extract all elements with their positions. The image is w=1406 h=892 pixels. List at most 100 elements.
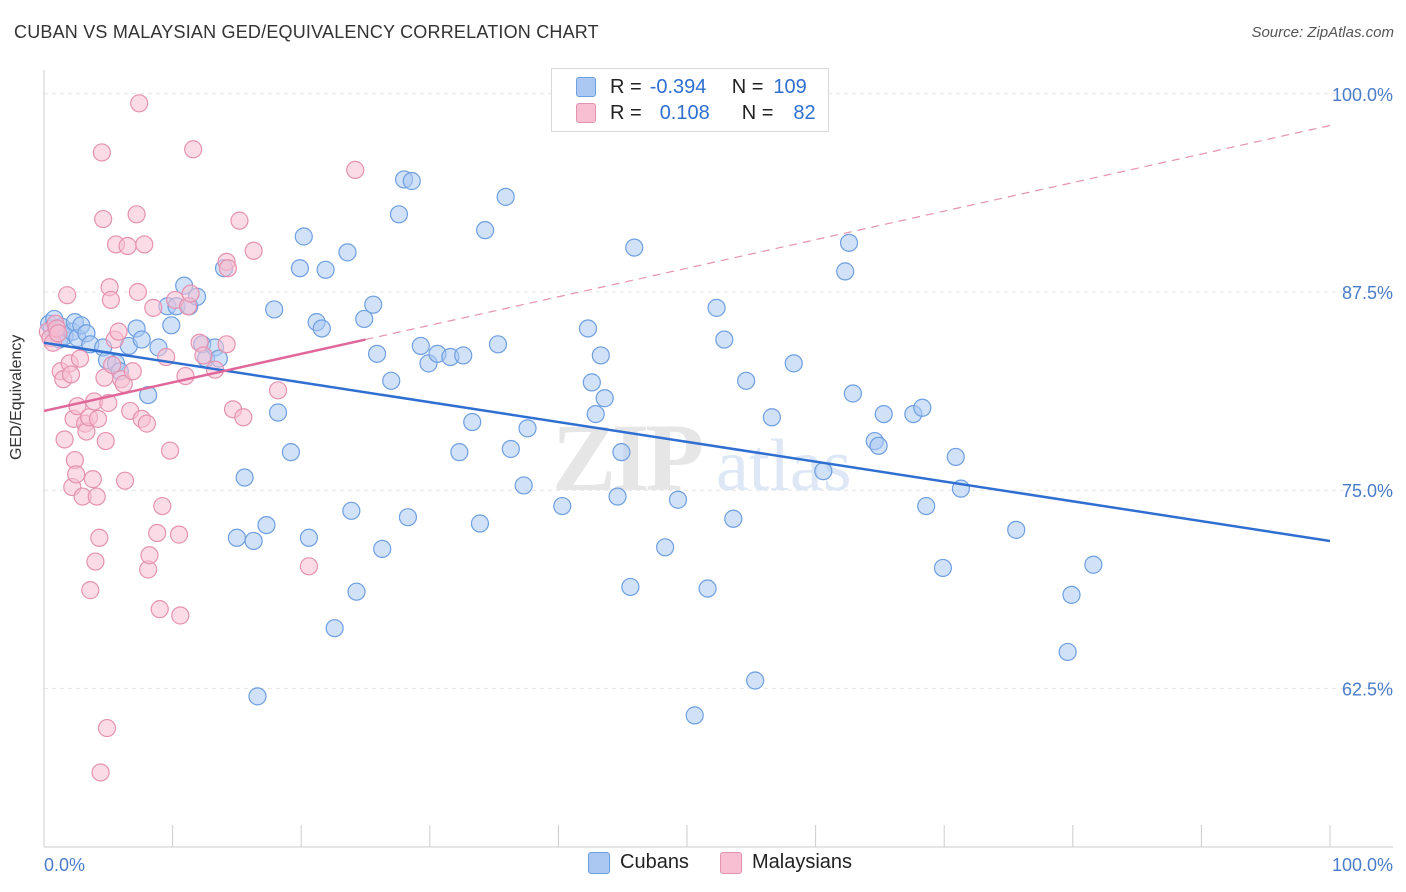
trend-lines — [43, 124, 1331, 543]
malaysians-point — [123, 362, 142, 381]
legend-row-cubans: R = -0.394 N = 109 — [576, 74, 807, 100]
malaysians-point — [101, 290, 120, 310]
watermark-atlas: atlas — [716, 425, 852, 507]
malaysians-point — [96, 431, 115, 451]
cubans-point — [707, 298, 726, 317]
malaysians-trend-dashed — [365, 124, 1331, 341]
bottom-legend-cubans: Cubans — [588, 851, 689, 874]
cubans-point — [608, 487, 627, 506]
malaysians-trend-solid — [43, 338, 366, 413]
tick-labels: 100.0% 87.5% 75.0% 62.5% 0.0% 100.0% — [44, 85, 1393, 875]
legend-r-label: R = — [610, 101, 642, 124]
cubans-point — [685, 706, 704, 725]
cubans-point — [281, 443, 301, 462]
legend-n-value: 109 — [773, 75, 807, 98]
malaysians-point — [217, 335, 236, 354]
malaysians-point — [194, 346, 213, 365]
cubans-point — [762, 408, 781, 427]
cubans-point — [338, 243, 357, 262]
legend-r-value: 0.108 — [659, 101, 710, 124]
cubans-point — [389, 205, 409, 224]
malaysians-point — [115, 471, 135, 490]
malaysians-point — [87, 487, 106, 506]
cubans-point — [724, 509, 743, 528]
cubans-point — [299, 528, 319, 547]
malaysians-point — [135, 235, 154, 254]
cubans-point — [268, 403, 288, 422]
cubans-point — [582, 373, 601, 392]
cubans-point — [518, 419, 537, 438]
malaysians-point — [144, 298, 163, 317]
malaysians-point — [244, 241, 263, 260]
malaysians-point — [91, 763, 110, 782]
cubans-trend-solid — [43, 341, 1331, 543]
malaysians-point — [218, 259, 237, 278]
cubans-point — [668, 490, 688, 509]
cubans-point — [364, 295, 383, 314]
cubans-point — [325, 619, 344, 638]
y-tick-label: 100.0% — [1332, 85, 1393, 105]
cubans-point — [463, 412, 482, 432]
cubans-point — [132, 330, 151, 349]
cubans-point — [312, 319, 331, 338]
x-tick-label: 0.0% — [44, 855, 85, 875]
cubans-point — [227, 528, 246, 547]
source-label: Source: ZipAtlas.com — [1251, 24, 1394, 41]
malaysians-point — [299, 557, 319, 576]
chart-title: CUBAN VS MALAYSIAN GED/EQUIVALENCY CORRE… — [14, 22, 599, 42]
malaysians-point — [118, 236, 137, 256]
legend-row-malaysians: R = 0.108 N = 82 — [576, 100, 816, 126]
malaysians-point — [94, 209, 113, 229]
cubans-point — [869, 436, 888, 455]
malaysians-point — [184, 140, 203, 159]
cubans-point — [612, 443, 631, 462]
malaysians-point — [92, 143, 111, 162]
legend-swatch-malaysians — [576, 103, 596, 123]
malaysians-point — [109, 322, 128, 341]
malaysians-point — [86, 552, 105, 571]
cubans-point — [402, 171, 421, 191]
malaysians-point — [150, 600, 169, 619]
malaysians-point — [169, 525, 189, 544]
cubans-point — [913, 398, 932, 417]
malaysians-point — [230, 211, 249, 230]
legend-n-value: 82 — [793, 101, 816, 124]
malaysians-point — [137, 414, 156, 433]
cubans-point — [933, 558, 953, 578]
cubans-point — [316, 260, 335, 279]
legend-n-label: N = — [741, 101, 774, 124]
scatter-points — [38, 94, 1103, 782]
cubans-point — [656, 538, 675, 557]
cubans-point — [367, 344, 387, 363]
cubans-point — [496, 187, 515, 206]
malaysians-point — [130, 94, 149, 113]
malaysians-point — [268, 381, 288, 400]
malaysians-point — [153, 496, 172, 516]
malaysians-point — [148, 523, 167, 543]
cubans-point — [836, 262, 855, 281]
malaysians-point — [70, 349, 90, 368]
cubans-point — [917, 496, 936, 516]
cubans-point — [839, 233, 859, 252]
legend-r-value: -0.394 — [649, 75, 707, 98]
malaysians-point — [171, 606, 190, 625]
cubans-point — [746, 671, 765, 690]
cubans-point — [248, 687, 267, 706]
cubans-point — [578, 319, 598, 338]
cubans-point — [398, 508, 418, 527]
malaysians-point — [127, 205, 146, 224]
bottom-legend-swatch-malaysians — [720, 851, 742, 874]
cubans-point — [162, 316, 181, 335]
malaysians-point — [103, 355, 122, 375]
cubans-point — [1007, 520, 1026, 539]
malaysians-point — [234, 408, 253, 427]
malaysians-point — [83, 470, 102, 489]
malaysians-point — [88, 409, 108, 428]
correlation-legend: R = -0.394 N = 109 R = 0.108 N = 82 — [551, 68, 829, 132]
cubans-point — [698, 579, 717, 598]
cubans-point — [411, 336, 430, 356]
cubans-point — [488, 335, 508, 354]
cubans-point — [347, 582, 366, 601]
cubans-point — [501, 439, 520, 459]
cubans-point — [265, 300, 284, 319]
